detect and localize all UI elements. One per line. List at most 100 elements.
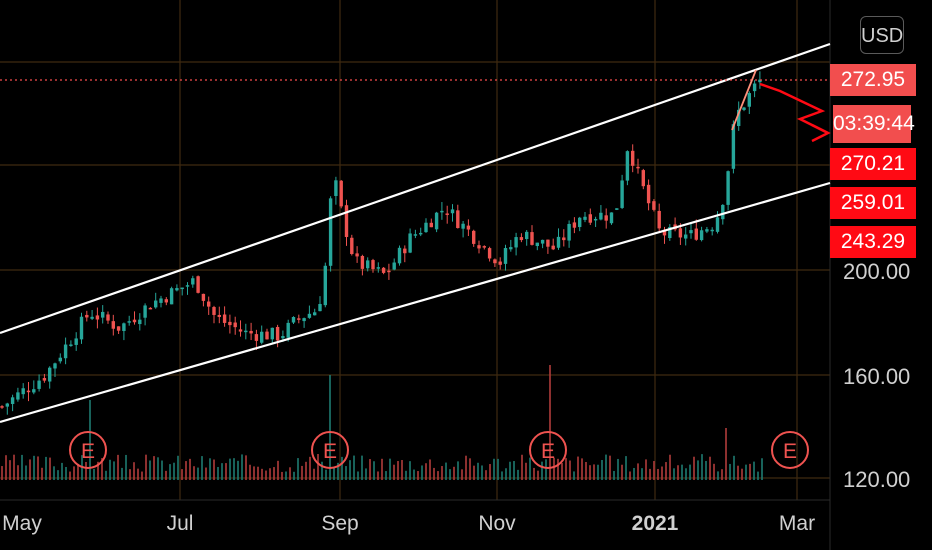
volume-bar	[757, 471, 759, 480]
volume-bar	[565, 458, 567, 480]
volume-bar	[221, 463, 223, 480]
volume-bar	[589, 465, 591, 480]
volume-bar	[629, 471, 631, 480]
earnings-marker-label: E	[323, 440, 337, 463]
volume-bar	[385, 471, 387, 480]
y-tick-label: 200.00	[843, 259, 910, 284]
candlesticks	[0, 71, 762, 415]
candle-body	[668, 227, 672, 239]
volume-bar	[169, 464, 171, 480]
volume-bar	[181, 469, 183, 480]
volume-bar	[673, 468, 675, 480]
currency-button[interactable]: USD	[860, 16, 904, 54]
candle-body	[339, 180, 343, 207]
volume-bar	[97, 461, 99, 480]
volume-bar	[77, 463, 79, 480]
candle-body	[53, 363, 57, 369]
candle-body	[313, 312, 317, 316]
candle-body	[450, 209, 455, 214]
candle-body	[737, 109, 741, 127]
volume-bar	[377, 471, 379, 480]
candle-body	[413, 234, 418, 236]
candle-body	[604, 215, 608, 221]
volume-bar	[449, 469, 451, 480]
drawn-arrow	[759, 82, 829, 135]
candle-body	[42, 378, 47, 381]
volume-bar	[401, 460, 403, 480]
volume-bar	[561, 463, 563, 480]
candle-body	[159, 298, 163, 303]
volume-bar	[525, 462, 527, 480]
candle-body	[111, 321, 115, 329]
candle-body	[424, 222, 428, 233]
volume-bar	[25, 465, 27, 480]
x-tick-label: 2021	[632, 512, 679, 535]
candle-body	[588, 214, 592, 223]
candle-body	[270, 327, 274, 340]
candle-body	[461, 223, 465, 229]
volume-bar	[533, 467, 535, 480]
earnings-marker[interactable]	[69, 431, 107, 469]
volume-bar	[445, 462, 447, 480]
volume-bar	[73, 466, 75, 480]
candle-body	[530, 232, 534, 245]
candle-body	[477, 245, 481, 249]
candle-body	[509, 247, 513, 250]
volume-bar	[521, 454, 523, 480]
price-level-tag: 259.01	[830, 187, 916, 219]
earnings-marker[interactable]	[771, 431, 809, 469]
volume-bar	[417, 471, 419, 480]
volume-bar	[529, 457, 531, 480]
candle-body	[355, 253, 359, 257]
candle-body	[540, 239, 545, 244]
earnings-marker[interactable]	[529, 431, 567, 469]
candle-body	[684, 234, 688, 239]
volume-bar	[45, 456, 47, 480]
volume-bar	[281, 471, 283, 480]
volume-bar	[305, 461, 307, 480]
candle-body	[180, 287, 184, 290]
volume-bar	[489, 464, 491, 480]
volume-bar	[485, 470, 487, 480]
volume-bar	[69, 471, 71, 480]
candle-body	[85, 314, 89, 318]
volume-bar	[125, 454, 127, 480]
candle-body	[429, 222, 433, 228]
candle-body	[16, 392, 20, 400]
volume-bar	[661, 466, 663, 480]
volume-bar	[729, 463, 731, 480]
volume-bar	[357, 471, 359, 480]
candle-body	[636, 166, 640, 169]
volume-bar	[153, 456, 155, 480]
volume-bar	[465, 455, 467, 480]
candle-body	[705, 229, 709, 232]
volume-bar	[369, 459, 371, 480]
volume-bar	[717, 471, 719, 480]
volume-bar	[337, 462, 339, 480]
volume-bar	[297, 458, 299, 480]
candle-body	[191, 278, 195, 285]
volume-bar	[241, 454, 243, 480]
candle-body	[419, 232, 423, 235]
x-tick-label: Sep	[321, 512, 358, 535]
volume-bar	[753, 461, 755, 480]
candle-body	[265, 331, 269, 340]
volume-bar	[641, 468, 643, 480]
candle-body	[185, 285, 190, 287]
volume-bar	[609, 455, 611, 480]
candle-body	[556, 236, 561, 248]
volume-bar	[21, 454, 23, 480]
candle-body	[95, 315, 100, 320]
channel-lower-line	[0, 181, 831, 424]
earnings-marker[interactable]	[311, 431, 349, 469]
candle-body	[546, 239, 550, 247]
volume-bar	[229, 458, 231, 480]
volume-bar	[233, 458, 235, 480]
candle-body	[689, 230, 693, 234]
candle-body	[10, 397, 15, 404]
volume-bar	[705, 460, 707, 480]
candle-body	[646, 184, 651, 204]
candle-body	[445, 213, 449, 215]
